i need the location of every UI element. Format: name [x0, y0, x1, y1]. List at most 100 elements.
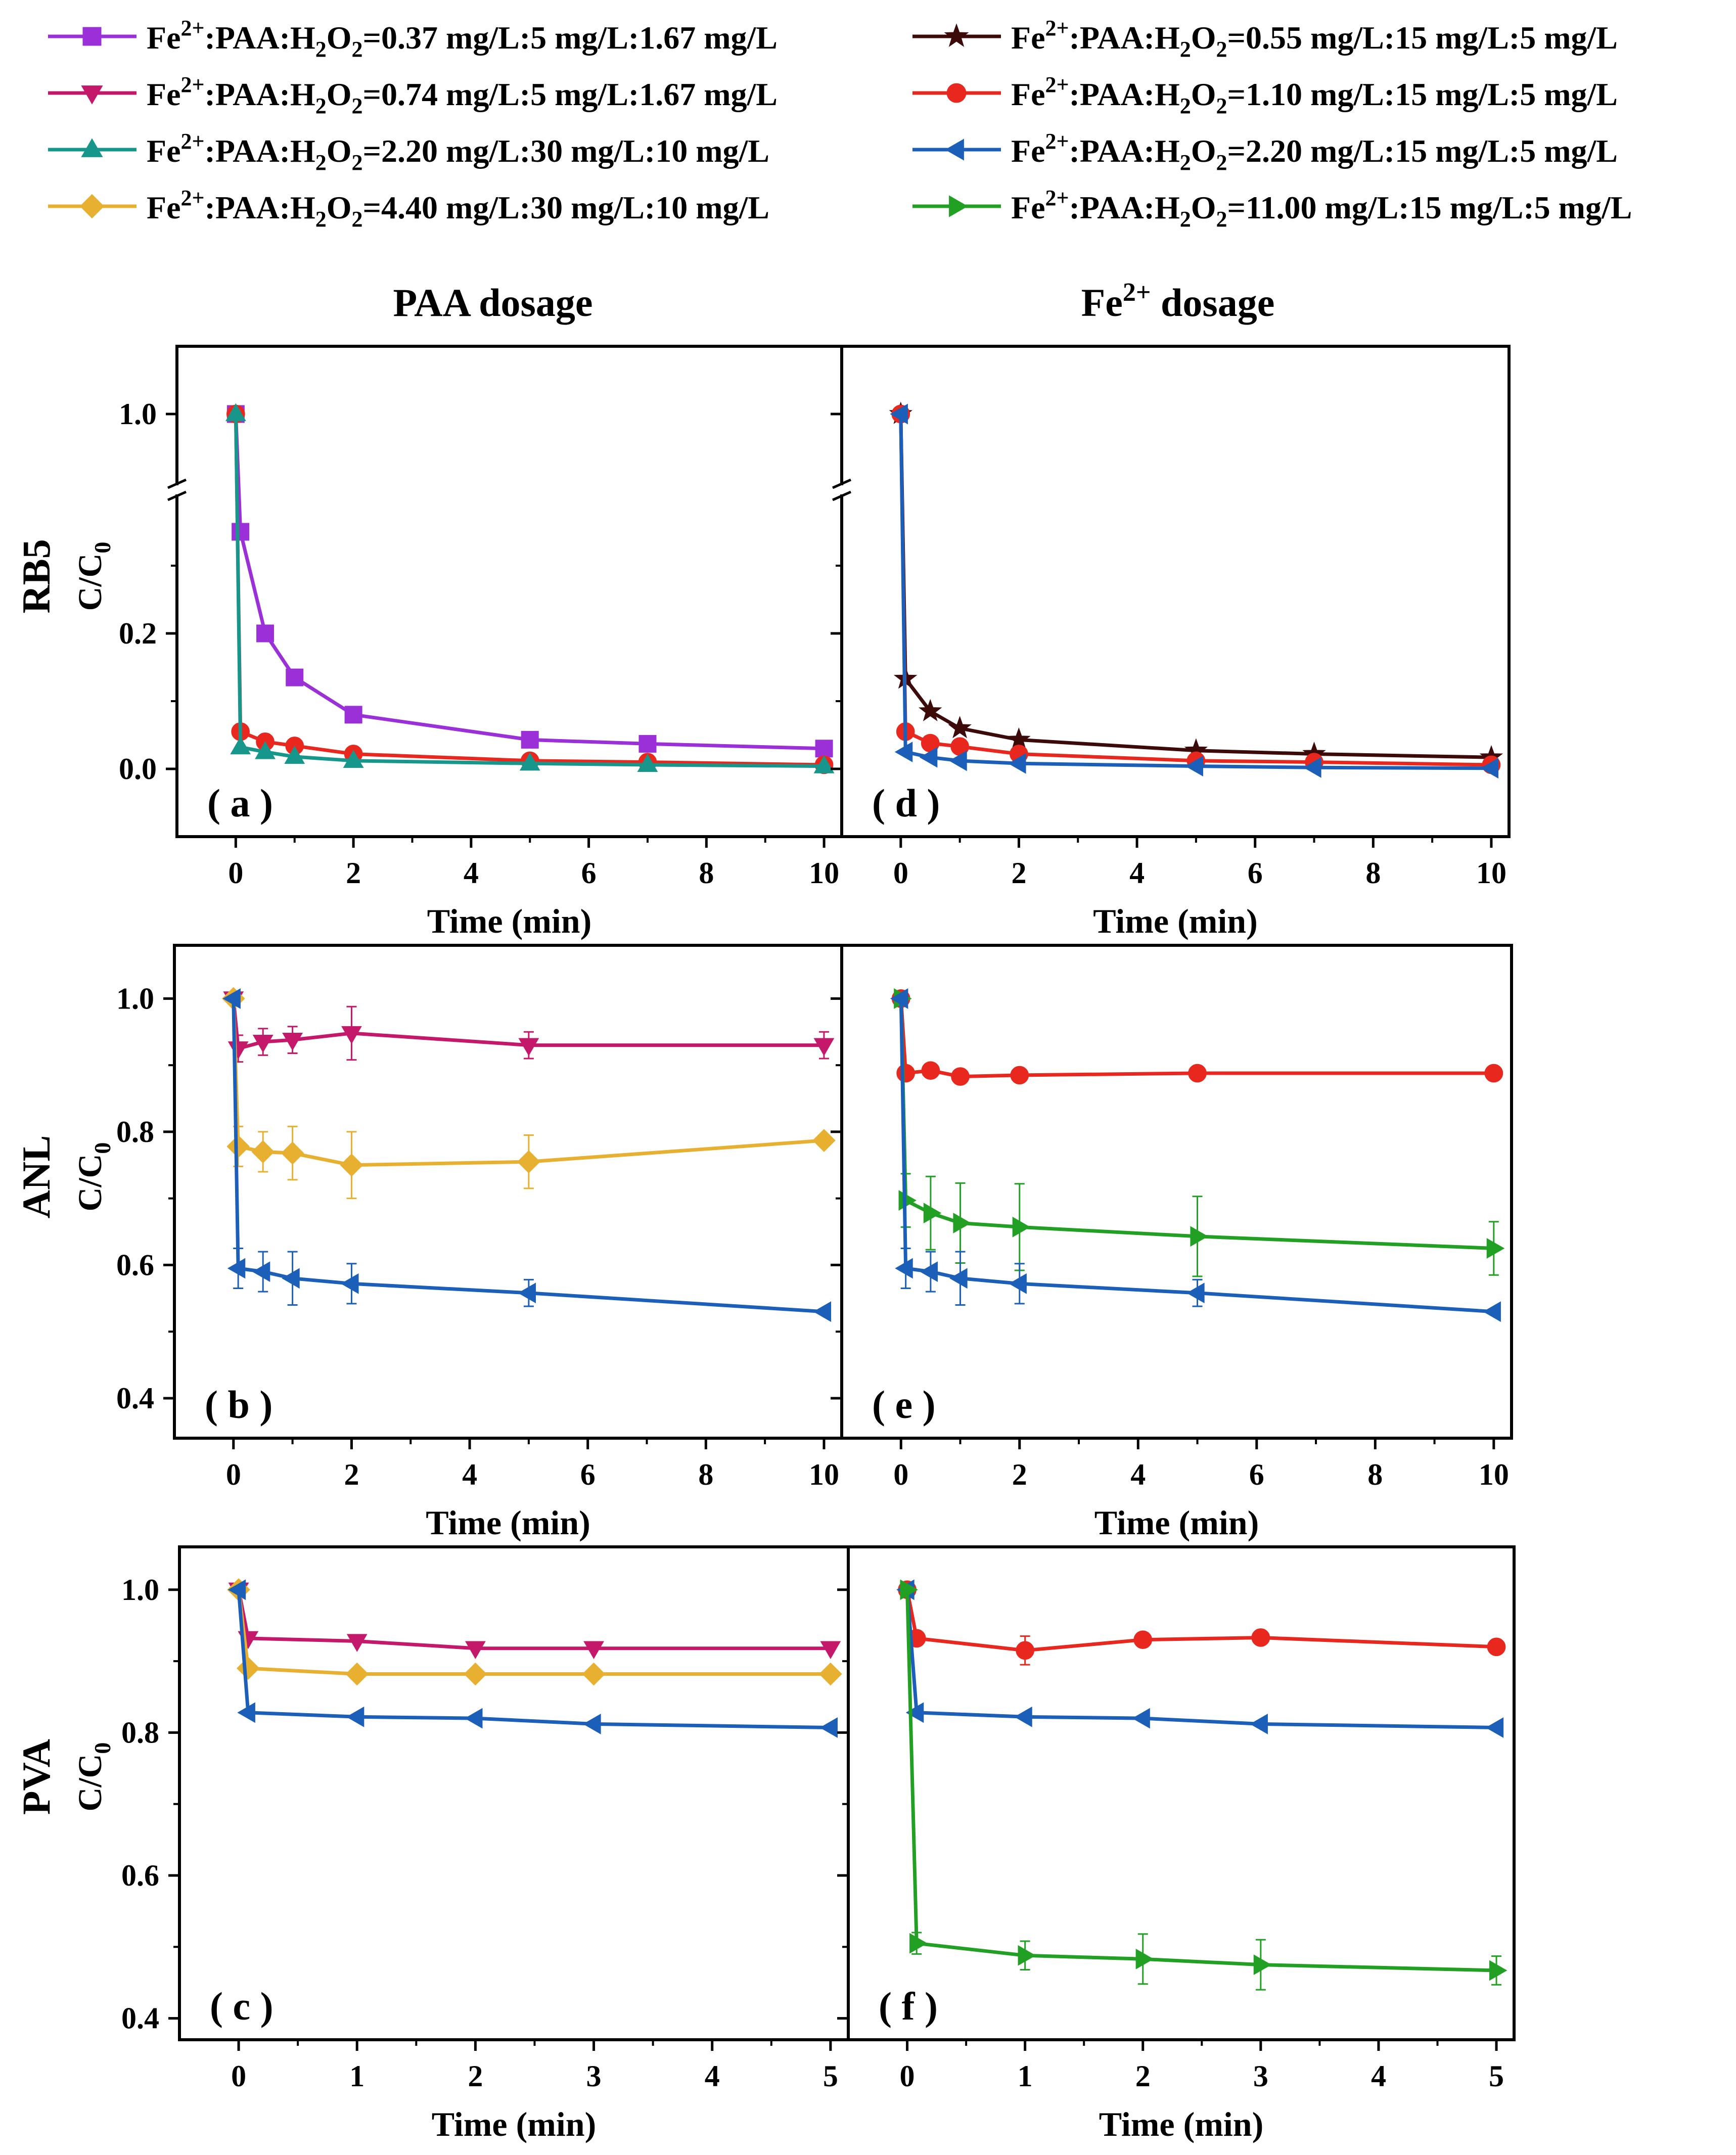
data-point	[920, 1261, 938, 1282]
x-tick-label: 0	[893, 856, 908, 890]
series-s7	[222, 988, 832, 1322]
series-line	[237, 1589, 831, 1676]
data-point	[583, 1641, 604, 1660]
x-tick-label: 0	[231, 2059, 246, 2093]
data-point	[905, 1702, 924, 1723]
series-s3	[225, 403, 835, 773]
data-point	[341, 1026, 362, 1044]
data-point	[1132, 1708, 1150, 1729]
row-label-anl: ANL	[14, 1135, 58, 1219]
data-point	[517, 1150, 540, 1174]
data-point	[521, 730, 539, 749]
series-s8	[894, 988, 1505, 1277]
data-point	[1185, 756, 1203, 777]
data-point	[896, 1064, 915, 1083]
series-s7	[890, 988, 1501, 1322]
data-point	[286, 668, 304, 686]
x-axis-label: Time (min)	[1094, 1503, 1259, 1542]
data-point	[1009, 1273, 1027, 1294]
data-point	[1008, 753, 1026, 774]
series-line	[234, 414, 825, 767]
panel-d: 0 2 4 6 8 10 Time (min) ( d )	[831, 345, 1511, 940]
data-point	[1007, 727, 1031, 750]
data-point	[918, 699, 942, 721]
data-point	[637, 754, 658, 772]
x-tick-label: 10	[1479, 1458, 1509, 1491]
series-line	[237, 1589, 831, 1650]
x-tick-label: 1	[349, 2059, 364, 2093]
data-point	[227, 1258, 246, 1279]
data-point	[1186, 1282, 1205, 1304]
legend-entry-s6: Fe2+:PAA:H2O2=1.10 mg/L:15 mg/L:5 mg/L	[912, 72, 1618, 118]
data-point	[953, 1213, 971, 1233]
x-tick-label: 0	[226, 1458, 241, 1491]
data-point	[919, 747, 938, 768]
y-axis-label-anl: C/C0	[72, 1142, 115, 1212]
series-s8	[900, 1579, 1507, 1991]
data-point	[815, 740, 833, 758]
x-tick-label: 10	[809, 1458, 839, 1491]
data-point	[1012, 1216, 1031, 1237]
row-labels: RB5 ANL PVA C/C0 C/C0 C/C0	[14, 539, 115, 1815]
data-point	[583, 1714, 601, 1734]
x-tick-label: 8	[699, 856, 714, 890]
x-tick-label: 6	[1249, 1458, 1264, 1491]
series-line	[905, 1589, 1497, 1973]
plot-frame	[178, 1545, 850, 2041]
data-point	[819, 1662, 842, 1686]
data-point	[1018, 1945, 1036, 1966]
x-tick-label: 0	[893, 1458, 908, 1491]
x-tick-label: 6	[581, 856, 597, 890]
data-point	[343, 750, 364, 768]
data-point	[921, 1061, 940, 1080]
data-point	[518, 1282, 536, 1304]
data-point	[819, 1717, 838, 1738]
data-point	[222, 988, 241, 1009]
panel-label: ( d )	[872, 781, 940, 825]
x-tick-label: 4	[705, 2059, 720, 2093]
data-point	[949, 750, 967, 771]
series-line	[899, 414, 1492, 770]
x-tick-label: 2	[468, 2059, 483, 2093]
axis-break-gap	[832, 485, 852, 494]
data-point	[346, 1706, 364, 1727]
data-point	[813, 1038, 835, 1057]
series-line	[237, 1589, 831, 1729]
data-point	[1188, 1064, 1207, 1083]
data-point	[638, 735, 657, 753]
data-point	[582, 1662, 606, 1686]
x-tick-label: 2	[1011, 856, 1026, 890]
data-point	[948, 716, 972, 739]
data-point	[1014, 1706, 1032, 1727]
axis-break-mark	[167, 478, 187, 489]
legend-label: Fe2+:PAA:H2O2=4.40 mg/L:30 mg/L:10 mg/L	[147, 186, 769, 232]
data-point	[894, 742, 913, 762]
y-tick-label: 0.6	[121, 1859, 159, 1892]
data-point	[1253, 1954, 1272, 1976]
data-point	[923, 1203, 942, 1224]
legend: Fe2+:PAA:H2O2=0.37 mg/L:5 mg/L:1.67 mg/L…	[48, 16, 1632, 232]
data-point	[1486, 1238, 1505, 1259]
legend-label: Fe2+:PAA:H2O2=0.74 mg/L:5 mg/L:1.67 mg/L	[147, 72, 778, 118]
data-point	[341, 1273, 359, 1294]
panel-label: ( a )	[207, 781, 273, 825]
plot-frame	[847, 1545, 1516, 2041]
y-tick-label: 1.0	[116, 982, 154, 1015]
data-point	[232, 523, 250, 541]
data-point	[909, 1933, 928, 1954]
data-point	[251, 1140, 275, 1164]
x-axis-label: Time (min)	[427, 902, 592, 940]
axis-break-mark	[832, 478, 852, 489]
series-line	[905, 1589, 1497, 1729]
legend-entry-s4: Fe2+:PAA:H2O2=4.40 mg/L:30 mg/L:10 mg/L	[48, 186, 769, 232]
x-tick-label: 10	[1476, 856, 1506, 890]
legend-label: Fe2+:PAA:H2O2=0.55 mg/L:15 mg/L:5 mg/L	[1011, 16, 1618, 62]
plot-frame	[840, 944, 1513, 1440]
data-point	[813, 1301, 832, 1322]
series-line	[905, 1589, 1497, 1653]
data-point	[464, 1708, 483, 1729]
data-point	[812, 1129, 836, 1152]
x-axis-label: Time (min)	[1099, 2105, 1264, 2143]
legend-marker	[949, 195, 968, 217]
